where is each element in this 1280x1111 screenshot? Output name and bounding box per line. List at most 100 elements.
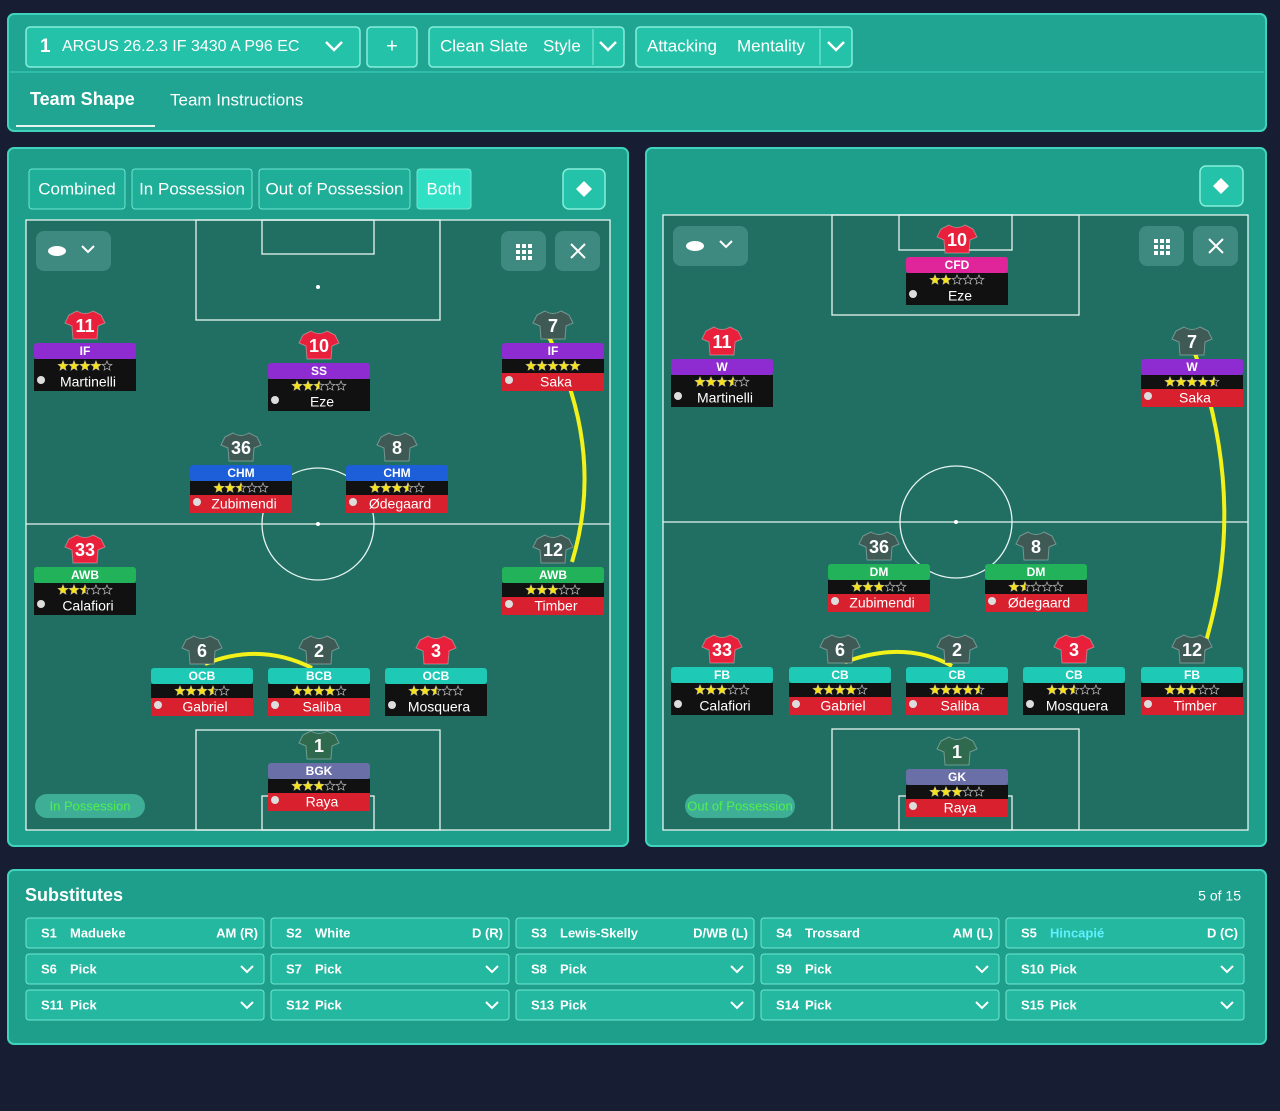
player-card[interactable]: 11 W Martinelli — [671, 326, 773, 407]
star — [314, 686, 324, 695]
sub-slot[interactable] — [515, 989, 755, 1021]
sub-slot[interactable] — [270, 989, 510, 1021]
sub-slot[interactable] — [25, 917, 265, 949]
sub-slot[interactable] — [515, 953, 755, 985]
add-button[interactable] — [366, 26, 418, 68]
sub-slot[interactable] — [760, 953, 1000, 985]
style-button[interactable] — [428, 26, 625, 68]
player-card[interactable]: 2 BCB Saliba — [268, 635, 370, 716]
star-empty — [413, 481, 425, 493]
role: IF — [548, 344, 559, 358]
star — [526, 361, 536, 370]
star — [214, 483, 224, 492]
sub-slot[interactable] — [1005, 989, 1245, 1021]
chevron — [975, 1001, 989, 1010]
sub-slot[interactable] — [760, 989, 1000, 1021]
sub-slot[interactable] — [25, 989, 265, 1021]
sub-slot[interactable] — [515, 917, 755, 949]
sub-slot[interactable] — [760, 917, 1000, 949]
sub-position: D/WB (L) — [693, 925, 748, 940]
player-card[interactable]: 12 AWB Timber — [502, 534, 604, 615]
star-empty — [324, 779, 336, 791]
name-bar — [906, 799, 1008, 817]
role: CFD — [945, 258, 970, 272]
player-card[interactable]: 2 CB Saliba — [906, 634, 1008, 715]
name-bar — [34, 597, 136, 615]
player-card[interactable]: 3 CB Mosquera — [1023, 634, 1125, 715]
star — [706, 377, 716, 386]
player-card[interactable]: 36 DM Zubimendi — [828, 531, 930, 612]
tactic-name: ARGUS 26.2.3 IF 3430 A P96 EC — [62, 38, 299, 55]
star — [303, 686, 313, 695]
sub-slot[interactable] — [1005, 917, 1245, 949]
player-card[interactable]: 1 GK Raya — [906, 736, 1008, 817]
star-empty — [962, 273, 974, 285]
star-fill — [370, 483, 409, 492]
person-icon — [193, 498, 201, 506]
star-empty — [962, 785, 974, 797]
player-card[interactable]: 6 OCB Gabriel — [151, 635, 253, 716]
star-empty — [1030, 580, 1042, 592]
shirt-number: 11 — [75, 316, 94, 336]
role-bar — [346, 465, 448, 481]
name-bar — [906, 697, 1008, 715]
player-card[interactable]: 7 IF Saka — [502, 310, 604, 391]
sub-slot[interactable] — [270, 917, 510, 949]
view-toggle[interactable] — [673, 226, 748, 266]
view-tab[interactable] — [258, 168, 411, 210]
player-card[interactable]: 3 OCB Mosquera — [385, 635, 487, 716]
player-card[interactable]: 8 DM Ødegaard — [985, 531, 1087, 612]
player-name: Saliba — [941, 698, 980, 714]
role: DM — [1027, 565, 1046, 579]
name-bar — [34, 373, 136, 391]
shirt — [220, 432, 262, 462]
mentality-button[interactable] — [635, 26, 853, 68]
player-card[interactable]: 33 AWB Calafiori — [34, 534, 136, 615]
view-tab[interactable] — [28, 168, 126, 210]
tab-active[interactable]: Team Shape — [30, 89, 135, 109]
shirt — [181, 635, 223, 665]
tab[interactable]: Team Instructions — [170, 90, 303, 109]
sub-slot[interactable] — [1005, 953, 1245, 985]
star-empty — [1197, 683, 1209, 695]
player-card[interactable]: 11 IF Martinelli — [34, 310, 136, 391]
star — [80, 361, 90, 370]
view-toggle[interactable] — [36, 231, 111, 271]
player-card[interactable]: 36 CHM Zubimendi — [190, 432, 292, 513]
person-icon — [674, 392, 682, 400]
view-tab[interactable] — [131, 168, 253, 210]
sub-slot[interactable] — [25, 953, 265, 985]
chevron — [240, 965, 254, 974]
player-card[interactable]: 33 FB Calafiori — [671, 634, 773, 715]
player-card[interactable]: 6 CB Gabriel — [789, 634, 891, 715]
role: W — [716, 360, 728, 374]
shirt — [936, 736, 978, 766]
shirt — [1053, 634, 1095, 664]
star — [695, 377, 705, 386]
star — [370, 483, 380, 492]
role-bar — [671, 359, 773, 375]
role: AWB — [539, 568, 567, 582]
star — [314, 781, 324, 790]
player-card[interactable]: 10 CFD Eze — [906, 224, 1008, 305]
role: FB — [714, 668, 730, 682]
name-bar — [190, 495, 292, 513]
role: DM — [870, 565, 889, 579]
star-fill — [175, 686, 214, 695]
player-card[interactable]: 1 BGK Raya — [268, 730, 370, 811]
player-card[interactable]: 8 CHM Ødegaard — [346, 432, 448, 513]
player-card[interactable]: 10 SS Eze — [268, 330, 370, 411]
star-fill — [1165, 377, 1215, 386]
sub-name: Pick — [805, 961, 833, 976]
star-empty — [257, 481, 269, 493]
star-rating — [369, 481, 425, 493]
star-rating — [525, 583, 581, 595]
star — [1198, 377, 1208, 386]
tactic-button[interactable] — [25, 26, 361, 68]
sub-slot[interactable] — [270, 953, 510, 985]
tactic-select[interactable]: 1 ARGUS 26.2.3 IF 3430 A P96 EC — [25, 26, 361, 68]
player-card[interactable]: 7 W Saka — [1141, 326, 1243, 407]
player-card[interactable]: 12 FB Timber — [1141, 634, 1243, 715]
star-empty — [101, 359, 113, 371]
view-tab[interactable] — [416, 168, 472, 210]
